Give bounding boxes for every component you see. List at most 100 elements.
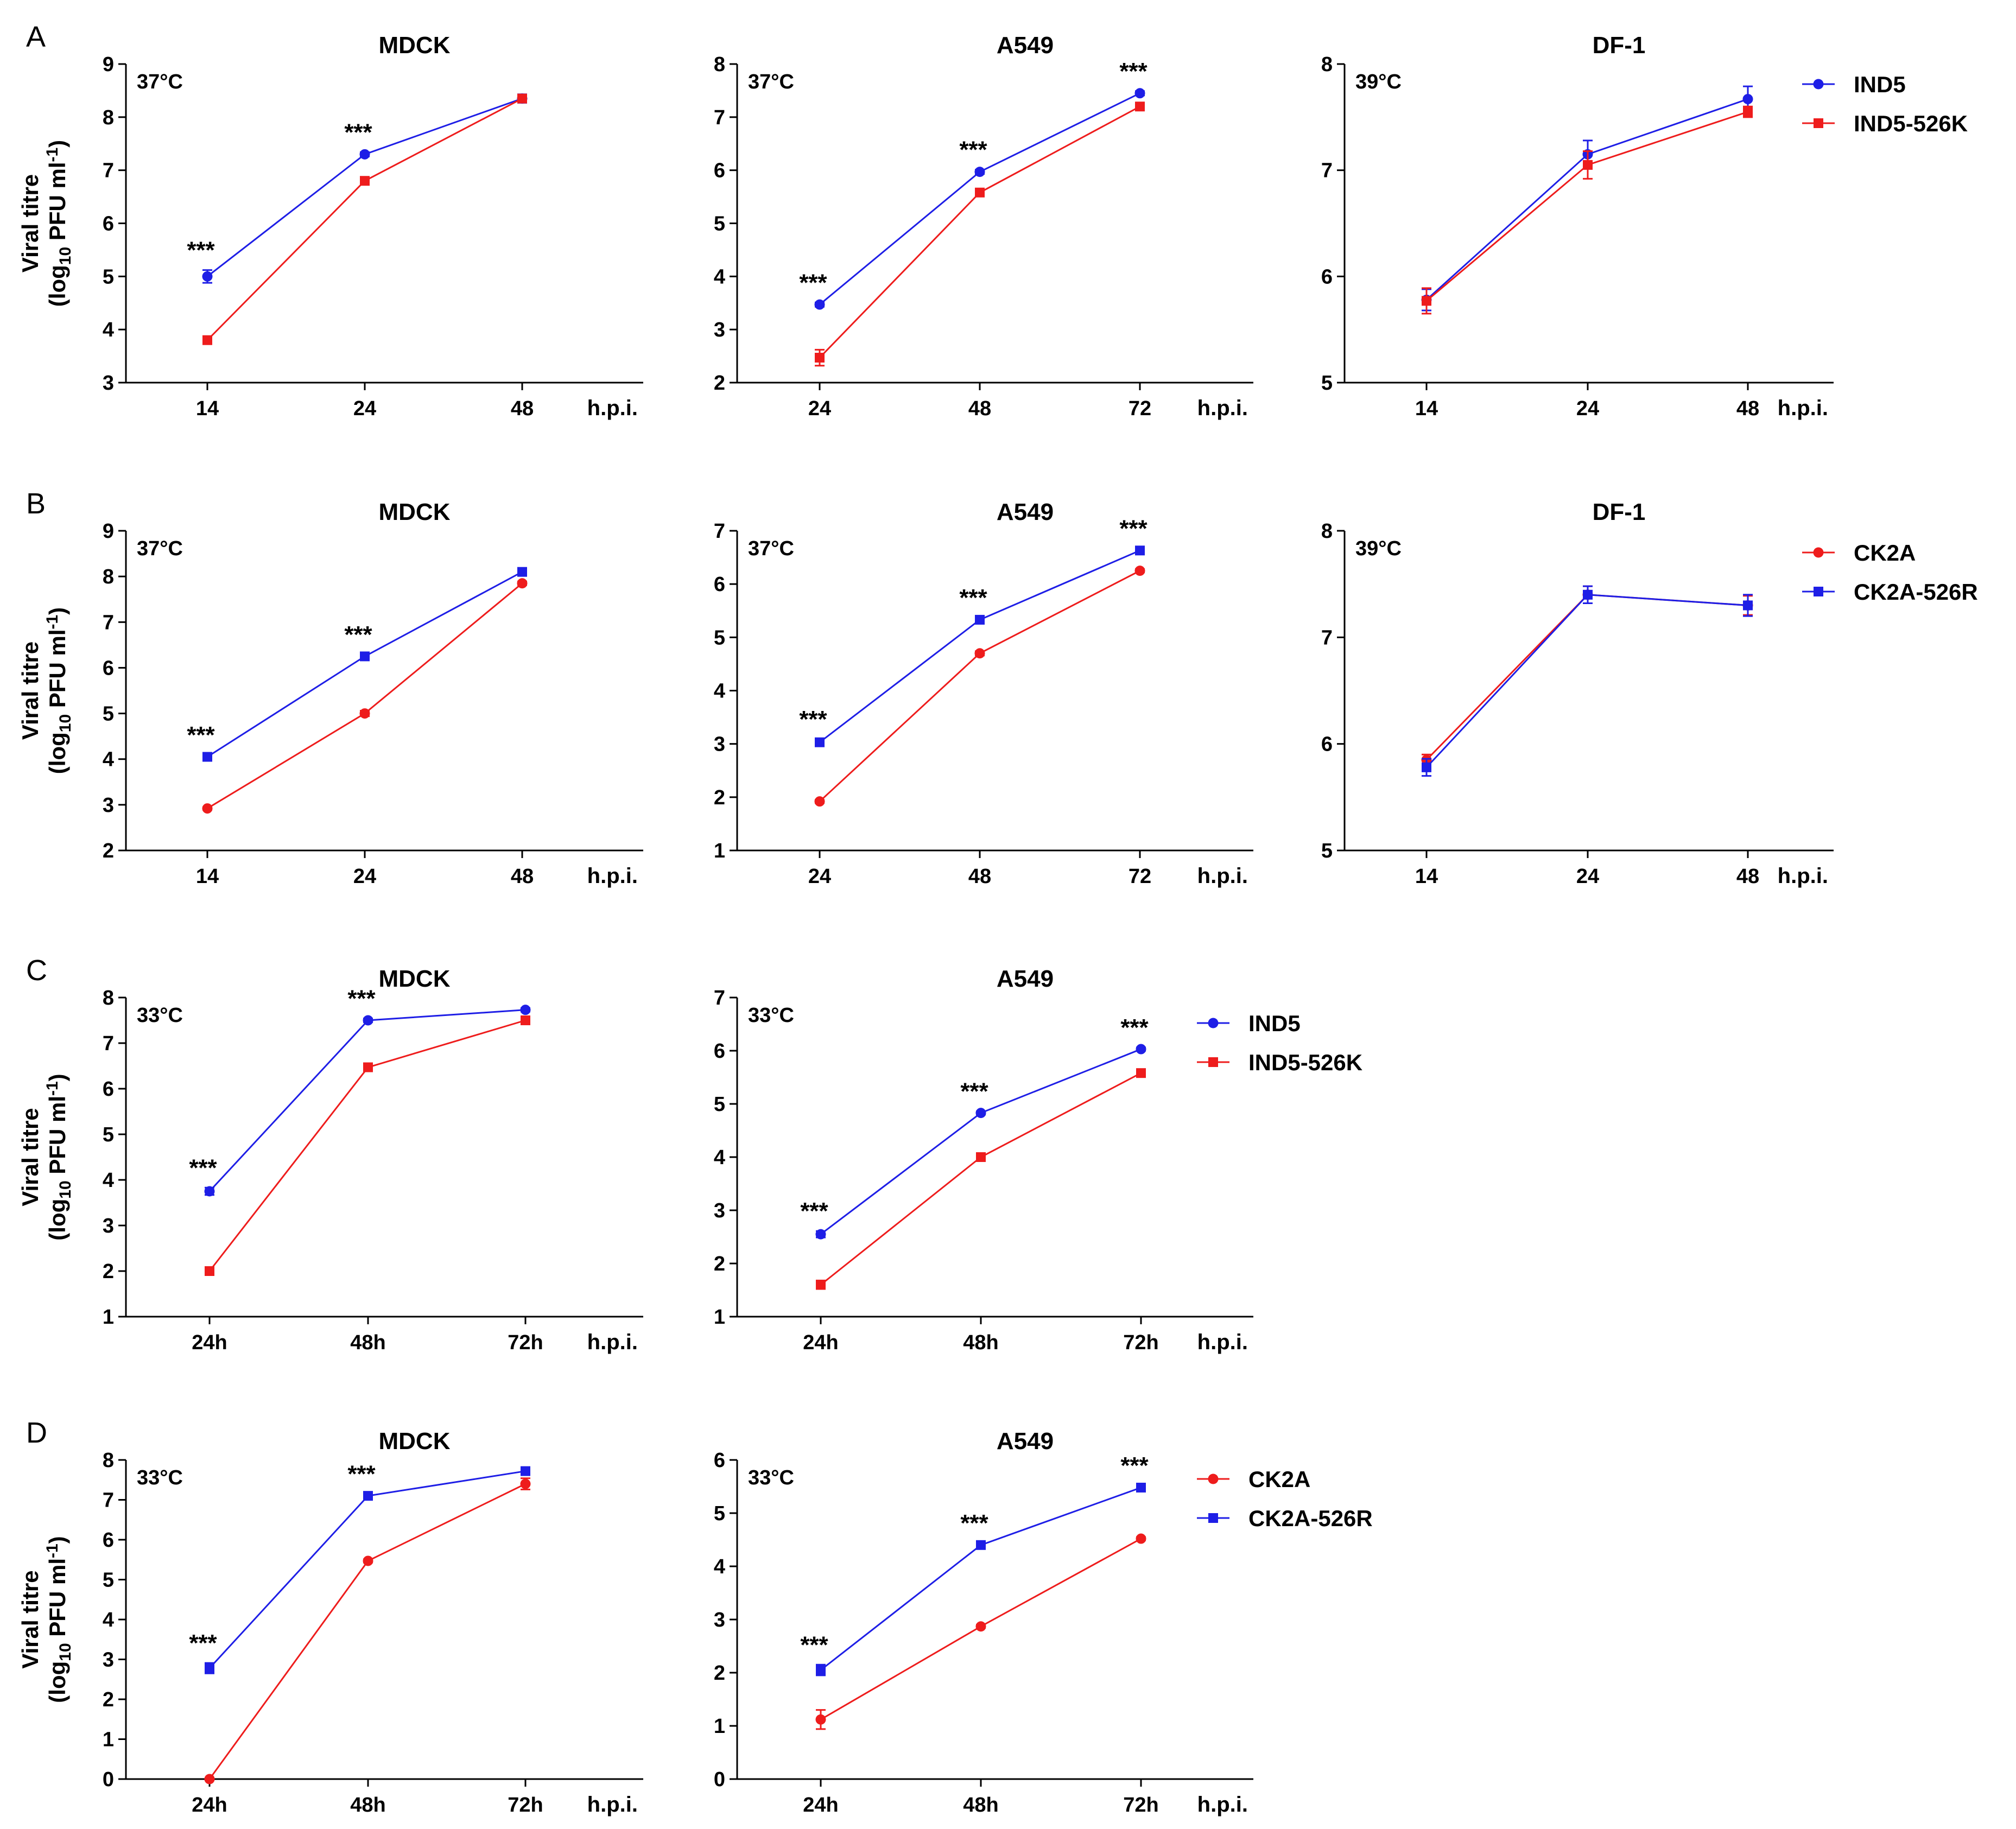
data-point-ck2a-526r — [205, 1663, 214, 1673]
chart-title: A549 — [997, 1428, 1054, 1455]
data-point-ind5-526k — [202, 335, 212, 345]
x-axis-unit: h.p.i. — [587, 864, 638, 888]
series-line-ind5 — [208, 1009, 526, 1192]
x-tick-label: 48h — [963, 1794, 998, 1817]
y-tick-label: 0 — [103, 1768, 114, 1791]
x-tick-label: 24h — [803, 1331, 838, 1354]
data-point-ck2a — [204, 1774, 215, 1784]
y-tick-label: 3 — [714, 1609, 725, 1631]
series-line-ck2a-526r — [207, 571, 523, 758]
y-tick-label: 8 — [1321, 53, 1333, 76]
y-axis-units: (log10 PFU ml-1) — [43, 1536, 74, 1703]
y-tick-label: 8 — [1321, 520, 1333, 543]
y-axis-units-part: -1 — [43, 1081, 61, 1096]
y-axis-units-part: (log — [45, 732, 70, 774]
data-point-ck2a-526r — [1583, 589, 1593, 600]
y-axis-label: Viral titre — [17, 1108, 43, 1206]
data-point-ck2a-526r — [360, 651, 370, 662]
x-tick-label: 48 — [968, 865, 991, 888]
y-tick-label: 0 — [714, 1768, 725, 1791]
significance-stars: *** — [799, 269, 827, 296]
y-tick-label: 3 — [714, 1199, 725, 1222]
legend: CK2A CK2A-526R — [1802, 540, 1978, 605]
y-tick-label: 7 — [714, 106, 725, 129]
y-tick-label: 6 — [1321, 733, 1333, 756]
data-point-ck2a-526r — [975, 614, 985, 625]
y-tick-label: 7 — [103, 160, 114, 182]
legend-marker — [1208, 1474, 1219, 1484]
temperature-label: 39°C — [1355, 71, 1402, 93]
temperature-label: 37°C — [137, 537, 183, 560]
significance-stars: *** — [187, 722, 215, 748]
significance-stars: *** — [1119, 515, 1148, 542]
y-tick-label: 6 — [714, 160, 725, 182]
legend-marker — [1208, 1513, 1218, 1523]
y-axis-units-part: -1 — [43, 148, 61, 162]
data-point-ck2a — [814, 796, 825, 807]
y-tick-label: 7 — [714, 520, 725, 543]
y-tick-label: 8 — [103, 566, 114, 588]
y-tick-label: 7 — [1321, 160, 1333, 182]
y-axis-units-part: ) — [45, 1074, 70, 1081]
temperature-label: 39°C — [1355, 537, 1402, 560]
chart-c2: 1 2 3 4 5 6 7 24h 48h 72h h.p.i. A549 33°C *** *** *** I… — [714, 966, 1362, 1354]
significance-stars: *** — [189, 1154, 217, 1181]
legend-label: CK2A — [1248, 1466, 1310, 1492]
chart-b1: 2 3 4 5 6 7 8 9 14 24 48 h.p.i. MDCK 37°C B Viral titre… — [17, 487, 643, 888]
y-tick-label: 7 — [103, 1489, 114, 1512]
y-tick-label: 2 — [103, 840, 114, 862]
y-axis-units-part: (log — [45, 1199, 70, 1241]
y-axis-label: Viral titre — [17, 642, 43, 740]
y-tick-label: 8 — [103, 987, 114, 1009]
x-tick-label: 14 — [196, 865, 219, 888]
y-tick-label: 4 — [103, 748, 114, 771]
y-tick-label: 4 — [103, 1169, 114, 1192]
x-tick-label: 48h — [350, 1331, 385, 1354]
data-point-ind5 — [1136, 1044, 1146, 1055]
significance-stars: *** — [799, 706, 827, 733]
y-tick-label: 3 — [103, 372, 114, 395]
x-tick-label: 72 — [1129, 397, 1151, 420]
significance-stars: *** — [344, 119, 372, 145]
data-point-ck2a — [520, 1478, 531, 1489]
data-point-ck2a — [517, 578, 528, 589]
y-tick-label: 5 — [714, 1093, 725, 1116]
x-tick-label: 72h — [508, 1331, 543, 1354]
y-axis-units-part: PFU ml — [45, 629, 70, 714]
data-point-ind5 — [814, 299, 825, 310]
x-axis-unit: h.p.i. — [1197, 1330, 1248, 1354]
panel-letter: D — [26, 1417, 47, 1449]
data-point-ind5 — [202, 271, 213, 282]
y-tick-label: 6 — [714, 1040, 725, 1063]
y-tick-label: 2 — [714, 372, 725, 395]
y-axis-units-part: PFU ml — [45, 162, 70, 246]
x-tick-label: 72h — [508, 1794, 543, 1817]
y-axis-units-part: -1 — [43, 615, 61, 630]
y-tick-label: 1 — [714, 1715, 725, 1738]
panel-letter: A — [26, 21, 46, 53]
y-tick-label: 2 — [714, 786, 725, 809]
chart-title: MDCK — [379, 499, 451, 525]
data-point-ind5-526k — [815, 353, 825, 363]
x-axis-unit: h.p.i. — [1778, 396, 1828, 420]
x-tick-label: 72 — [1129, 865, 1151, 888]
temperature-label: 33°C — [748, 1466, 794, 1489]
significance-stars: *** — [347, 986, 376, 1012]
chart-c1: 1 2 3 4 5 6 7 8 24h 48h 72h h.p.i. MDCK 33°C C Viral ti… — [17, 954, 643, 1354]
temperature-label: 37°C — [137, 71, 183, 93]
y-tick-label: 2 — [103, 1688, 114, 1711]
data-point-ck2a — [363, 1555, 373, 1566]
data-point-ind5-526k — [360, 176, 370, 186]
y-tick-label: 7 — [1321, 626, 1333, 649]
significance-stars: *** — [1120, 1014, 1149, 1041]
x-tick-label: 48 — [1736, 865, 1759, 888]
data-point-ind5-526k — [976, 1152, 986, 1162]
significance-stars: *** — [960, 1510, 988, 1536]
legend-label: CK2A-526R — [1854, 579, 1978, 605]
x-tick-label: 48h — [963, 1331, 998, 1354]
y-axis-label: Viral titre — [17, 174, 43, 272]
data-point-ind5 — [1134, 88, 1145, 99]
significance-stars: *** — [189, 1630, 217, 1656]
x-axis-unit: h.p.i. — [1197, 396, 1248, 420]
chart-title: A549 — [997, 499, 1054, 525]
